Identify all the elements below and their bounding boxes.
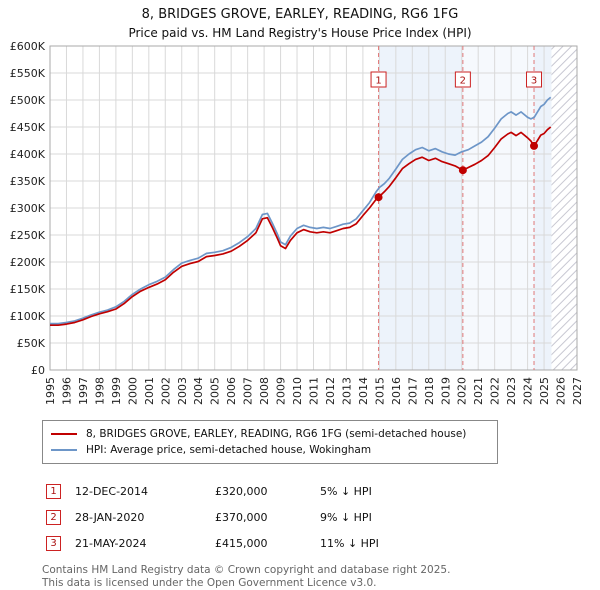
svg-text:3: 3 <box>531 76 537 87</box>
page-subtitle: Price paid vs. HM Land Registry's House … <box>128 26 472 40</box>
footer-line-copyright: Contains HM Land Registry data © Crown c… <box>42 564 451 576</box>
svg-text:£350K: £350K <box>10 175 46 188</box>
transaction-row: 1 12-DEC-2014 £320,000 5% ↓ HPI <box>46 478 600 504</box>
transaction-price: £415,000 <box>215 536 268 550</box>
svg-text:£100K: £100K <box>10 310 46 323</box>
page-title: 8, BRIDGES GROVE, EARLEY, READING, RG6 1… <box>141 7 459 22</box>
svg-text:£50K: £50K <box>17 337 46 350</box>
price-chart: 1 2 3 £0 £50K £100K £150K £200K £250K £300K £350K £… <box>10 40 584 405</box>
transaction-hpi-delta: 9% ↓ HPI <box>320 510 372 524</box>
svg-text:2026: 2026 <box>555 377 568 405</box>
svg-text:2023: 2023 <box>505 377 518 405</box>
svg-text:2001: 2001 <box>143 377 156 405</box>
footer: Contains HM Land Registry data © Crown c… <box>42 564 600 590</box>
svg-text:1995: 1995 <box>44 377 57 405</box>
svg-text:2006: 2006 <box>225 377 238 405</box>
svg-text:2025: 2025 <box>538 377 551 405</box>
svg-text:£0: £0 <box>31 364 45 377</box>
svg-text:2015: 2015 <box>373 377 386 405</box>
svg-text:£500K: £500K <box>10 94 46 107</box>
transaction-hpi-delta: 5% ↓ HPI <box>320 484 372 498</box>
svg-text:2019: 2019 <box>439 377 452 405</box>
chart-header: 8, BRIDGES GROVE, EARLEY, READING, RG6 1… <box>0 0 600 40</box>
svg-text:2013: 2013 <box>340 377 353 405</box>
hpi-line-swatch <box>51 449 77 451</box>
svg-text:2016: 2016 <box>390 377 403 405</box>
legend-item-property: 8, BRIDGES GROVE, EARLEY, READING, RG6 1… <box>51 426 489 442</box>
svg-text:£400K: £400K <box>10 148 46 161</box>
svg-text:£450K: £450K <box>10 121 46 134</box>
svg-text:£200K: £200K <box>10 256 46 269</box>
svg-text:2003: 2003 <box>176 377 189 405</box>
svg-text:2017: 2017 <box>406 377 419 405</box>
footer-line-licence: This data is licensed under the Open Gov… <box>42 577 377 589</box>
svg-text:2020: 2020 <box>456 377 469 405</box>
transaction-row: 3 21-MAY-2024 £415,000 11% ↓ HPI <box>46 530 600 556</box>
transaction-date: 21-MAY-2024 <box>75 536 147 550</box>
svg-text:2000: 2000 <box>126 377 139 405</box>
transaction-number-badge: 1 <box>46 483 61 499</box>
svg-text:2021: 2021 <box>472 377 485 405</box>
svg-text:2008: 2008 <box>258 377 271 405</box>
svg-text:2004: 2004 <box>192 377 205 405</box>
svg-text:£550K: £550K <box>10 67 46 80</box>
svg-text:£600K: £600K <box>10 40 46 53</box>
svg-text:£300K: £300K <box>10 202 46 215</box>
svg-text:1: 1 <box>375 76 381 87</box>
svg-text:2002: 2002 <box>159 377 172 405</box>
legend-label-property: 8, BRIDGES GROVE, EARLEY, READING, RG6 1… <box>86 428 467 440</box>
transaction-hpi-delta: 11% ↓ HPI <box>320 536 379 550</box>
svg-text:2012: 2012 <box>324 377 337 405</box>
svg-text:1998: 1998 <box>93 377 106 405</box>
legend: 8, BRIDGES GROVE, EARLEY, READING, RG6 1… <box>42 420 498 464</box>
transaction-price: £370,000 <box>215 510 268 524</box>
transactions-list: 1 12-DEC-2014 £320,000 5% ↓ HPI 2 28-JAN… <box>46 478 600 556</box>
transaction-date: 12-DEC-2014 <box>75 484 149 498</box>
svg-text:2022: 2022 <box>489 377 502 405</box>
svg-text:2024: 2024 <box>522 377 535 405</box>
svg-text:2014: 2014 <box>357 377 370 405</box>
transaction-price: £320,000 <box>215 484 268 498</box>
transaction-row: 2 28-JAN-2020 £370,000 9% ↓ HPI <box>46 504 600 530</box>
svg-text:1999: 1999 <box>110 377 123 405</box>
svg-text:2005: 2005 <box>209 377 222 405</box>
legend-label-hpi: HPI: Average price, semi-detached house,… <box>86 444 372 456</box>
property-line-swatch <box>51 433 77 435</box>
legend-item-hpi: HPI: Average price, semi-detached house,… <box>51 442 489 458</box>
svg-text:2018: 2018 <box>423 377 436 405</box>
svg-text:£150K: £150K <box>10 283 46 296</box>
transaction-date: 28-JAN-2020 <box>75 510 145 524</box>
transaction-number-badge: 2 <box>46 509 61 525</box>
svg-text:2010: 2010 <box>291 377 304 405</box>
svg-text:2: 2 <box>460 76 466 87</box>
transaction-number-badge: 3 <box>46 535 61 551</box>
svg-text:2027: 2027 <box>571 377 584 405</box>
svg-text:2009: 2009 <box>275 377 288 405</box>
svg-text:1996: 1996 <box>60 377 73 405</box>
svg-text:£250K: £250K <box>10 229 46 242</box>
svg-text:2007: 2007 <box>242 377 255 405</box>
svg-text:1997: 1997 <box>77 377 90 405</box>
svg-text:2011: 2011 <box>308 377 321 405</box>
